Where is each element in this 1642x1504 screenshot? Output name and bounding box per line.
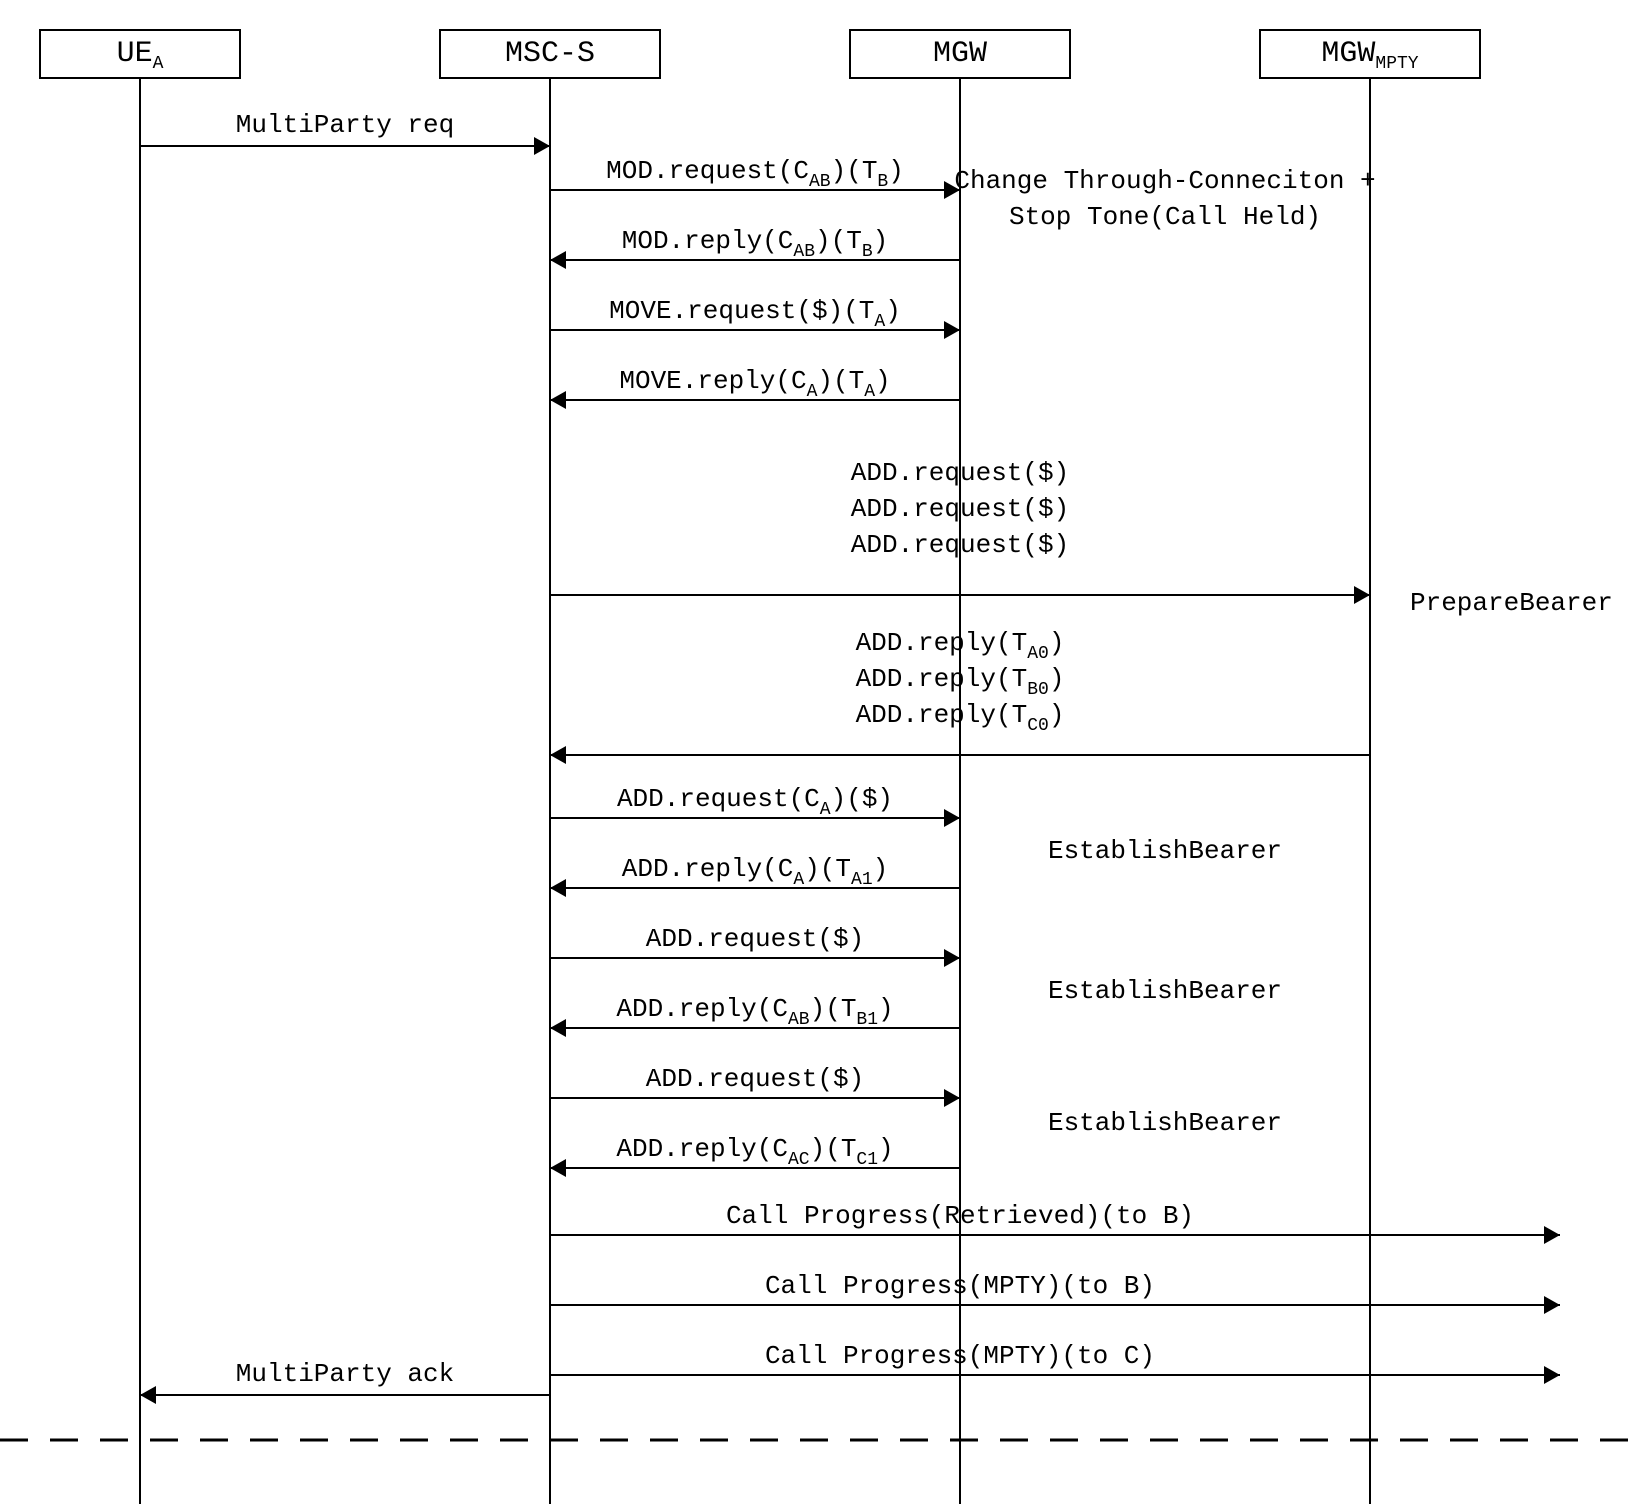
msg-7: ADD.request(CA)($) (550, 784, 960, 827)
msg-15: Call Progress(MPTY)(to C) (550, 1341, 1560, 1384)
message-label: ADD.request(CA)($) (617, 784, 893, 820)
message-label: ADD.request($) (646, 924, 864, 954)
msg-9: ADD.request($) (550, 924, 960, 967)
message-label: ADD.request($) (851, 458, 1069, 488)
msg-2: MOD.reply(CAB)(TB) (550, 226, 960, 269)
message-label: ADD.request($) (851, 494, 1069, 524)
participant-mgw-label: MGW (933, 37, 987, 71)
message-label: ADD.reply(CA)(TA1) (622, 854, 888, 890)
sequence-diagram: UEAMSC-SMGWMGWMPTYMultiParty reqMOD.requ… (0, 0, 1642, 1504)
message-label: MOD.request(CAB)(TB) (606, 156, 904, 192)
message-label: EstablishBearer (1048, 836, 1282, 866)
message-label: Call Progress(MPTY)(to C) (765, 1341, 1155, 1371)
msg-10: ADD.reply(CAB)(TB1) (550, 994, 960, 1037)
message-label: PrepareBearer (1410, 588, 1613, 618)
message-label: MultiParty ack (236, 1359, 454, 1389)
message-label: Change Through-Conneciton + (954, 166, 1375, 196)
message-label: Stop Tone(Call Held) (1009, 202, 1321, 232)
msg-14: Call Progress(MPTY)(to B) (550, 1271, 1560, 1314)
message-label: ADD.request($) (646, 1064, 864, 1094)
message-label: Call Progress(Retrieved)(to B) (726, 1201, 1194, 1231)
message-label: EstablishBearer (1048, 1108, 1282, 1138)
msg-3: MOVE.request($)(TA) (550, 296, 960, 339)
msg-4: MOVE.reply(CA)(TA) (550, 366, 960, 409)
msg-8: ADD.reply(CA)(TA1) (550, 854, 960, 897)
msg-16: MultiParty ack (140, 1359, 550, 1404)
svg-text:MGW: MGW (933, 37, 987, 71)
message-label: MOVE.reply(CA)(TA) (619, 366, 890, 402)
message-label: MOVE.request($)(TA) (609, 296, 901, 332)
msg-11: ADD.request($) (550, 1064, 960, 1107)
message-label: MultiParty req (236, 110, 454, 140)
message-label: Call Progress(MPTY)(to B) (765, 1271, 1155, 1301)
msg-12: ADD.reply(CAC)(TC1) (550, 1134, 960, 1177)
message-label: ADD.reply(CAC)(TC1) (616, 1134, 893, 1170)
message-label: ADD.request($) (851, 530, 1069, 560)
msg-1: MOD.request(CAB)(TB) (550, 156, 960, 199)
msg-0: MultiParty req (140, 110, 550, 155)
participant-mscs-label: MSC-S (505, 37, 595, 71)
message-label: EstablishBearer (1048, 976, 1282, 1006)
message-label: ADD.reply(CAB)(TB1) (616, 994, 893, 1030)
svg-text:MSC-S: MSC-S (505, 37, 595, 71)
message-label: MOD.reply(CAB)(TB) (622, 226, 888, 262)
msg-13: Call Progress(Retrieved)(to B) (550, 1201, 1560, 1244)
